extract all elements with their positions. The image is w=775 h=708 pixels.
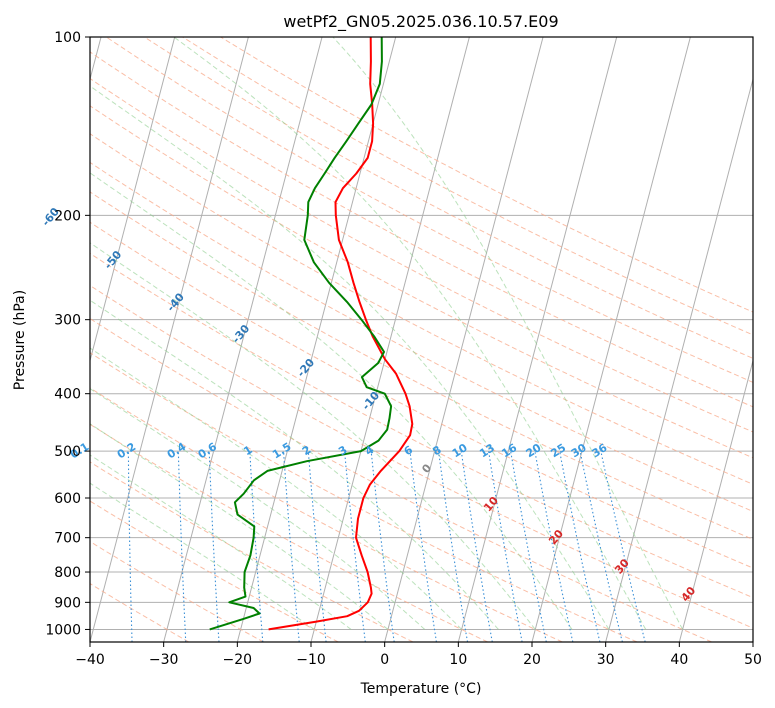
moist-adiabat-line bbox=[332, 37, 684, 630]
moist-adiabat-line bbox=[90, 454, 352, 630]
moist-adiabat-line bbox=[90, 85, 610, 630]
isotherm-line bbox=[90, 37, 249, 642]
x-axis-ticks: −40 −30 −20 −10 0 10 20 30 40 50 bbox=[75, 642, 762, 668]
dry-adiabat-line bbox=[90, 387, 563, 642]
x-tick-label: −10 bbox=[296, 652, 326, 668]
dry-adiabats bbox=[90, 37, 753, 642]
dry-adiabat-line bbox=[90, 191, 753, 540]
dry-adiabat-line bbox=[182, 37, 753, 336]
isotherm-line bbox=[457, 37, 618, 642]
dry-adiabat-line bbox=[90, 583, 190, 642]
mixing-ratio-line bbox=[282, 451, 300, 642]
x-tick-label: 30 bbox=[597, 652, 615, 668]
dry-adiabat-line bbox=[90, 500, 339, 642]
y-axis-title: Pressure (hPa) bbox=[12, 290, 28, 390]
dry-adiabat-line bbox=[90, 317, 712, 642]
mixing-ratio-line bbox=[81, 451, 82, 642]
plot-frame bbox=[89, 36, 754, 643]
x-axis-title: Temperature (°C) bbox=[360, 681, 482, 697]
dry-adiabat-line bbox=[105, 37, 753, 383]
mixing-ratio-line bbox=[370, 451, 395, 642]
y-tick-label: 300 bbox=[54, 313, 81, 329]
dry-adiabat-line bbox=[90, 352, 638, 642]
x-tick-label: 10 bbox=[449, 652, 467, 668]
y-tick-label: 1000 bbox=[45, 622, 81, 638]
mixing-ratio-line bbox=[510, 451, 547, 642]
chart-title: wetPf2_GN05.2025.036.10.57.E09 bbox=[283, 12, 558, 32]
isotherm-line bbox=[310, 37, 470, 642]
moist-adiabat-line bbox=[90, 242, 536, 630]
dry-adiabat-line bbox=[90, 284, 753, 629]
x-tick-label: 40 bbox=[670, 652, 688, 668]
mixing-ratio-line bbox=[437, 451, 469, 642]
profile-line bbox=[209, 37, 393, 631]
mixing-ratio-line bbox=[343, 451, 366, 642]
moist-adiabat-line bbox=[90, 299, 499, 630]
mixing-ratio-line bbox=[600, 450, 646, 642]
mixing-ratio-line bbox=[409, 451, 437, 642]
dry-adiabat-line bbox=[90, 423, 488, 642]
moist-adiabat-line bbox=[90, 347, 462, 630]
x-tick-label: −30 bbox=[149, 652, 179, 668]
dry-adiabat-line bbox=[90, 161, 753, 513]
y-tick-label: 200 bbox=[54, 208, 81, 224]
dry-adiabat-line bbox=[144, 37, 753, 359]
isotherm-line bbox=[163, 37, 323, 642]
moist-adiabat-line bbox=[90, 423, 389, 630]
x-tick-label: −20 bbox=[223, 652, 253, 668]
moist-adiabat-line bbox=[90, 482, 315, 630]
isotherm-line bbox=[384, 37, 544, 642]
isotherm-line bbox=[752, 640, 753, 642]
y-tick-label: 100 bbox=[54, 30, 81, 46]
isotherm-line bbox=[678, 358, 753, 642]
y-tick-label: 500 bbox=[54, 444, 81, 460]
moist-adiabat-line bbox=[173, 37, 647, 630]
dry-adiabat-line bbox=[90, 77, 753, 433]
dry-adiabat-line bbox=[90, 51, 753, 408]
isotherm-line bbox=[605, 77, 753, 642]
isotherm-line bbox=[90, 37, 176, 363]
moist-adiabats bbox=[90, 37, 684, 630]
mixing-ratio-line bbox=[534, 451, 574, 642]
x-tick-label: −40 bbox=[75, 652, 105, 668]
y-tick-label: 900 bbox=[54, 595, 81, 611]
x-tick-label: 50 bbox=[744, 652, 762, 668]
mixing-ratio-line bbox=[307, 451, 327, 642]
x-tick-label: 20 bbox=[523, 652, 541, 668]
dry-adiabat-line bbox=[90, 221, 753, 569]
dry-adiabat-line bbox=[90, 252, 753, 599]
profile-series bbox=[209, 37, 414, 631]
y-axis-ticks: 100 200 300 400 500 600 700 800 900 1000 bbox=[45, 30, 90, 638]
y-tick-label: 800 bbox=[54, 565, 81, 581]
profile-line bbox=[268, 37, 414, 631]
isotherm-line bbox=[236, 37, 397, 642]
y-tick-label: 600 bbox=[54, 491, 81, 507]
plot-background bbox=[90, 37, 753, 642]
moist-adiabat-line bbox=[90, 172, 573, 630]
grid-lines bbox=[90, 37, 753, 642]
x-tick-label: 0 bbox=[380, 652, 389, 668]
mixing-ratio-lines bbox=[81, 450, 646, 642]
y-tick-label: 700 bbox=[54, 531, 81, 547]
mixing-ratio-line bbox=[579, 450, 623, 642]
mixing-ratio-line bbox=[559, 450, 601, 642]
y-tick-label: 400 bbox=[54, 387, 81, 403]
dry-adiabat-line bbox=[90, 461, 414, 642]
isotherm-line bbox=[531, 37, 691, 642]
